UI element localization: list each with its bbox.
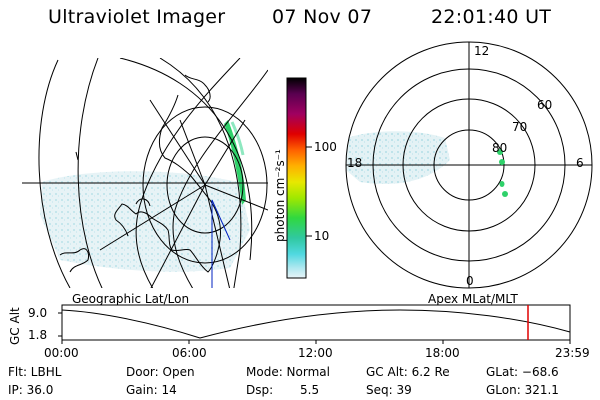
- timeline-ytick-1.8: 1.8: [28, 328, 48, 342]
- lat-label-80: 80: [492, 141, 508, 155]
- date-label: 07 Nov 07: [272, 6, 373, 28]
- lat-label-70: 70: [512, 120, 528, 134]
- info-ip: IP: 36.0: [8, 383, 54, 397]
- polar-plot: [345, 41, 593, 289]
- auroral-spots: [497, 149, 508, 197]
- time-label: 22:01:40 UT: [431, 6, 552, 28]
- colorbar-unit-label: photon cm⁻²s⁻¹: [273, 149, 287, 242]
- info-flt: Flt: LBHL: [8, 365, 62, 379]
- geographic-map: [22, 58, 268, 288]
- info-dsp-value: 5.5: [300, 383, 320, 397]
- timeline-plot: [58, 304, 571, 344]
- timeline-xtick-2359: 23:59: [555, 346, 590, 360]
- colorbar-tick-10: 10: [314, 229, 330, 243]
- info-gain: Gain: 14: [126, 383, 177, 397]
- timeline-xtick-1800: 18:00: [425, 346, 460, 360]
- timeline-xtick-0600: 06:00: [172, 346, 207, 360]
- info-mode: Mode: Normal: [246, 365, 330, 379]
- mlt-label-18: 18: [347, 156, 363, 170]
- timeline-ylabel: GC Alt: [8, 307, 22, 345]
- info-gc-alt: GC Alt: 6.2 Re: [366, 365, 450, 379]
- timeline-ytick-9: 9.0: [28, 306, 48, 320]
- colorbar-tick-100: 100: [314, 140, 337, 154]
- info-door: Door: Open: [126, 365, 195, 379]
- apex-label: Apex MLat/MLT: [428, 292, 518, 306]
- mlt-label-12: 12: [474, 44, 490, 58]
- mlt-label-6: 6: [576, 156, 584, 170]
- info-seq: Seq: 39: [366, 383, 412, 397]
- info-dsp: Dsp:: [246, 383, 274, 397]
- geographic-label: Geographic Lat/Lon: [72, 292, 190, 306]
- color-scale-bar: [286, 77, 312, 279]
- instrument-title: Ultraviolet Imager: [48, 6, 226, 28]
- mlt-label-0: 0: [466, 274, 474, 288]
- info-glon: GLon: 321.1: [486, 383, 559, 397]
- timeline-xtick-1200: 12:00: [298, 346, 333, 360]
- lat-label-60: 60: [537, 98, 553, 112]
- timeline-xtick-0000: 00:00: [44, 346, 79, 360]
- info-glat: GLat: −68.6: [486, 365, 559, 379]
